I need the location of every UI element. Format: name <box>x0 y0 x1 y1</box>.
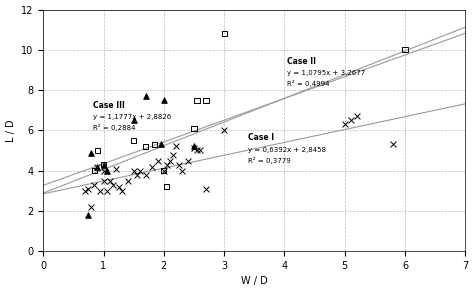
Text: R² = 0,4994: R² = 0,4994 <box>287 80 330 87</box>
Point <box>88 204 95 209</box>
Point <box>193 98 201 102</box>
Point <box>118 188 126 193</box>
Point <box>136 168 144 173</box>
Point <box>163 185 171 189</box>
Point <box>154 158 162 163</box>
Point <box>109 182 116 187</box>
Point <box>85 213 92 217</box>
Text: y = 1,1777x + 2,8826: y = 1,1777x + 2,8826 <box>92 114 171 120</box>
Point <box>103 188 110 193</box>
Point <box>91 168 98 173</box>
Point <box>94 148 101 153</box>
Point <box>130 168 137 173</box>
Point <box>88 150 95 155</box>
Point <box>130 138 137 143</box>
Text: R² = 0,3779: R² = 0,3779 <box>248 157 291 164</box>
Y-axis label: L / D: L / D <box>6 119 16 142</box>
Point <box>175 162 182 167</box>
Point <box>160 98 168 102</box>
Point <box>100 178 107 183</box>
Point <box>184 158 191 163</box>
Point <box>401 48 409 52</box>
Point <box>106 178 113 183</box>
Point <box>148 164 155 169</box>
Point <box>220 128 228 133</box>
Point <box>100 162 107 167</box>
Point <box>193 148 201 153</box>
Point <box>160 168 168 173</box>
Point <box>190 144 198 149</box>
Text: Case I: Case I <box>248 133 274 142</box>
Point <box>100 168 107 173</box>
Point <box>172 144 180 149</box>
Point <box>112 166 119 171</box>
Point <box>341 122 348 127</box>
Text: Case III: Case III <box>92 101 125 110</box>
X-axis label: W / D: W / D <box>241 277 268 286</box>
Point <box>130 118 137 123</box>
Point <box>97 188 104 193</box>
Point <box>220 31 228 36</box>
Point <box>163 162 171 167</box>
Point <box>142 94 149 98</box>
Point <box>94 164 101 169</box>
Point <box>160 168 168 173</box>
Point <box>166 158 173 163</box>
Point <box>133 172 140 177</box>
Point <box>82 188 89 193</box>
Text: y = 1,0795x + 3,2677: y = 1,0795x + 3,2677 <box>287 70 365 76</box>
Point <box>389 142 397 147</box>
Point <box>178 168 186 173</box>
Point <box>94 164 101 169</box>
Text: Case II: Case II <box>287 57 317 66</box>
Text: y = 0,6392x + 2,8458: y = 0,6392x + 2,8458 <box>248 147 326 152</box>
Point <box>124 178 131 183</box>
Point <box>91 182 98 187</box>
Point <box>190 146 198 151</box>
Point <box>115 185 122 189</box>
Point <box>103 168 110 173</box>
Point <box>142 172 149 177</box>
Point <box>353 114 361 119</box>
Point <box>100 162 107 167</box>
Point <box>190 126 198 131</box>
Point <box>142 144 149 149</box>
Point <box>85 186 92 191</box>
Point <box>169 152 177 157</box>
Point <box>202 98 210 102</box>
Text: R² = 0,2884: R² = 0,2884 <box>92 124 135 131</box>
Point <box>347 118 355 123</box>
Point <box>202 186 210 191</box>
Point <box>196 148 204 153</box>
Point <box>157 142 164 147</box>
Point <box>151 142 159 147</box>
